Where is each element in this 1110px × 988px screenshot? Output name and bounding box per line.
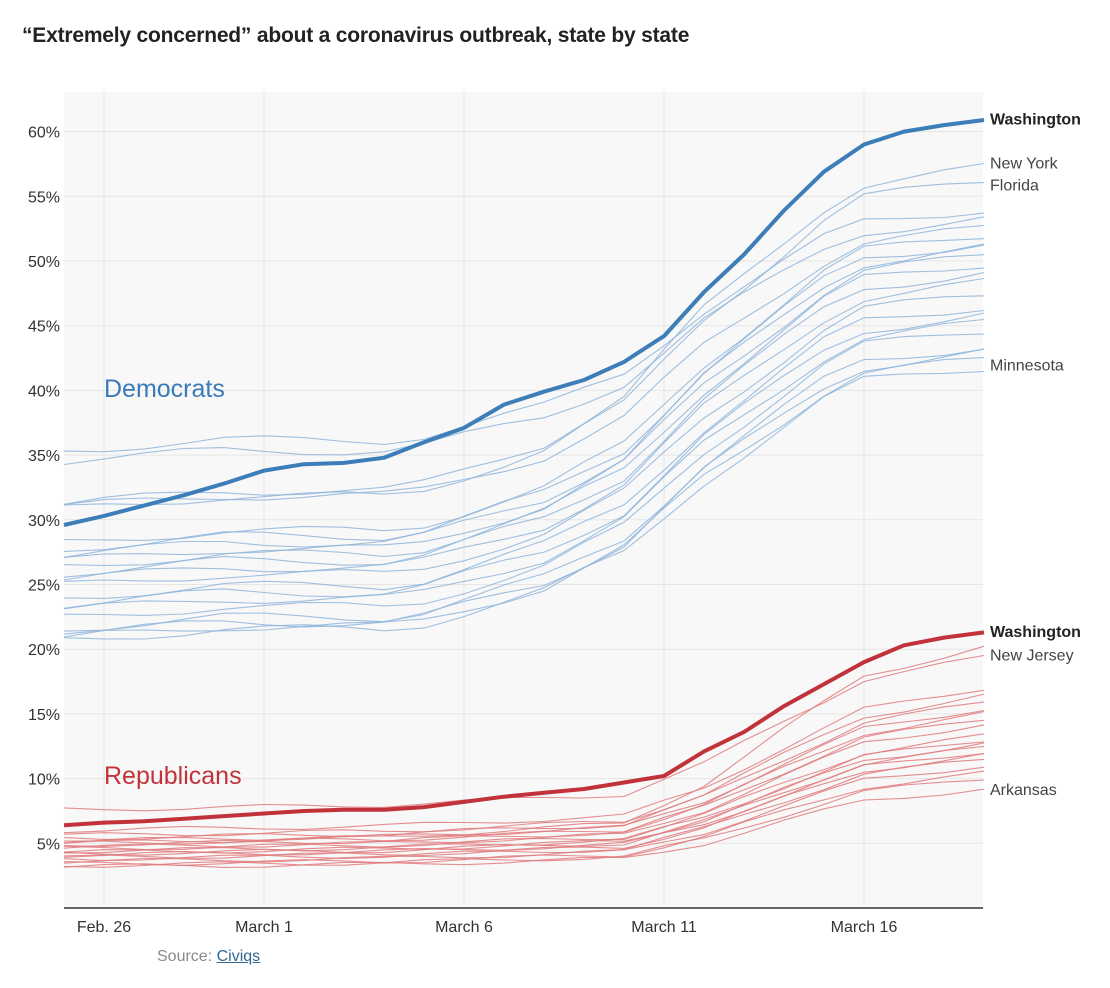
x-tick-label: Feb. 26 bbox=[77, 919, 131, 936]
y-tick-label: 5% bbox=[37, 836, 60, 853]
democrat-state-line bbox=[63, 348, 985, 638]
republican-state-line bbox=[63, 752, 985, 859]
end-label: Washington bbox=[990, 624, 1081, 641]
democrat-state-line bbox=[63, 238, 985, 541]
republican-state-line bbox=[63, 753, 985, 858]
y-tick-label: 30% bbox=[28, 513, 60, 530]
source-link[interactable]: Civiqs bbox=[216, 948, 261, 965]
y-tick-label: 20% bbox=[28, 642, 60, 659]
democrat-state-line bbox=[63, 224, 985, 506]
highlight-lines bbox=[63, 118, 985, 828]
democrat-state-line bbox=[63, 244, 985, 552]
democrat-state-line bbox=[63, 309, 985, 599]
y-tick-label: 45% bbox=[28, 319, 60, 336]
x-tick-label: March 11 bbox=[631, 919, 697, 936]
democrat-state-line bbox=[63, 333, 985, 616]
end-label: Florida bbox=[990, 178, 1039, 195]
highlight-line-republicans bbox=[63, 630, 985, 828]
y-tick-label: 35% bbox=[28, 448, 60, 465]
republican-state-line bbox=[63, 701, 985, 840]
democrat-lines bbox=[63, 162, 985, 640]
republican-state-line bbox=[63, 758, 985, 862]
republican-state-line bbox=[63, 693, 985, 837]
y-tick-label: 50% bbox=[28, 254, 60, 271]
y-tick-label: 25% bbox=[28, 578, 60, 595]
republican-state-line bbox=[63, 719, 985, 847]
democrat-state-line bbox=[63, 216, 985, 466]
source-label: Source: bbox=[157, 948, 213, 965]
republican-state-line bbox=[63, 709, 985, 844]
democrat-state-line bbox=[63, 318, 985, 610]
republican-state-line bbox=[63, 770, 985, 866]
democrat-state-line bbox=[63, 370, 985, 640]
democrat-state-line bbox=[63, 312, 985, 609]
democrat-state-line bbox=[63, 272, 985, 578]
democrat-state-line bbox=[63, 348, 985, 632]
y-tick-label: 55% bbox=[28, 189, 60, 206]
republican-state-line bbox=[63, 654, 985, 812]
y-tick-label: 40% bbox=[28, 383, 60, 400]
republican-state-line bbox=[63, 779, 985, 868]
y-axis-ticks: 5% 10% 15% 20% 25% 30% 35% 40% 45% 50% 55% 60% bbox=[28, 125, 60, 854]
end-label: Minnesota bbox=[990, 358, 1064, 375]
end-label: New York bbox=[990, 156, 1059, 173]
republican-lines bbox=[63, 645, 985, 868]
end-label: Arkansas bbox=[990, 782, 1057, 799]
democrat-state-line bbox=[63, 182, 985, 506]
democrat-state-line bbox=[63, 162, 985, 505]
republican-state-line bbox=[64, 711, 985, 845]
source-note: Source: Civiqs bbox=[157, 948, 260, 966]
end-label: New Jersey bbox=[990, 647, 1074, 664]
democrat-state-line bbox=[63, 277, 985, 581]
end-label: Washington bbox=[990, 112, 1081, 129]
y-tick-label: 15% bbox=[28, 707, 60, 724]
x-tick-label: March 6 bbox=[435, 919, 493, 936]
group-label: Democrats bbox=[104, 375, 225, 403]
plot-background bbox=[64, 92, 983, 908]
group-label: Republicans bbox=[104, 762, 242, 790]
democrat-state-line bbox=[63, 212, 985, 453]
grid bbox=[64, 92, 983, 908]
x-axis-ticks: Feb. 26 March 1 March 6 March 11 March 16 bbox=[77, 919, 898, 936]
republican-state-line bbox=[63, 788, 985, 868]
highlight-line-democrats bbox=[63, 118, 985, 527]
republican-state-line bbox=[63, 689, 985, 834]
democrat-state-line bbox=[63, 267, 985, 567]
x-tick-label: March 16 bbox=[831, 919, 898, 936]
x-tick-label: March 1 bbox=[235, 919, 293, 936]
end-labels: Washington New York Florida Minnesota Washin… bbox=[990, 112, 1081, 799]
y-tick-label: 60% bbox=[28, 125, 60, 142]
democrat-state-line bbox=[63, 295, 985, 582]
republican-state-line bbox=[63, 645, 985, 844]
y-tick-label: 10% bbox=[28, 772, 60, 789]
group-labels: Democrats Republicans bbox=[104, 375, 242, 790]
democrat-state-line bbox=[63, 243, 985, 559]
chart-title: “Extremely concerned” about a coronaviru… bbox=[22, 24, 690, 47]
